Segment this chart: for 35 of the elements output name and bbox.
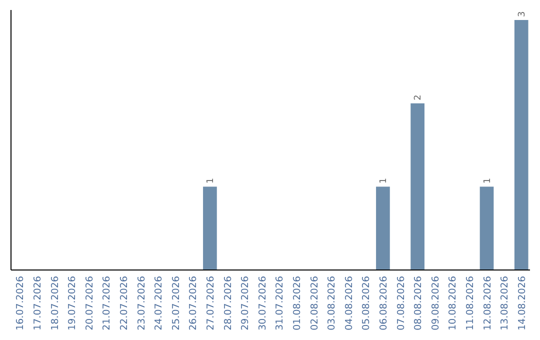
x-tick-label: 26.07.2026 xyxy=(188,276,200,330)
x-tick-label: 27.07.2026 xyxy=(205,276,216,330)
x-tick-label: 06.08.2026 xyxy=(378,276,390,330)
x-tick-label: 23.07.2026 xyxy=(136,276,148,330)
x-tick-label: 28.07.2026 xyxy=(222,276,234,330)
x-tick-label: 04.08.2026 xyxy=(344,276,355,330)
data-label: 1 xyxy=(378,178,389,184)
x-tick-label: 05.08.2026 xyxy=(361,276,372,330)
data-label: 1 xyxy=(482,178,493,184)
data-label: 2 xyxy=(414,94,424,100)
x-tick-label: 25.07.2026 xyxy=(170,276,182,330)
x-tick-label: 11.08.2026 xyxy=(464,276,476,330)
x-tick-label: 22.07.2026 xyxy=(118,276,130,330)
data-label: 1 xyxy=(206,178,216,184)
x-tick-label: 02.08.2026 xyxy=(309,276,320,330)
x-tick-label: 18.07.2026 xyxy=(50,276,61,330)
x-tick-label: 10.08.2026 xyxy=(448,276,459,330)
x-tick-label: 24.07.2026 xyxy=(154,276,165,330)
x-tick-label: 21.07.2026 xyxy=(102,276,113,330)
data-label: 3 xyxy=(517,11,528,17)
x-tick-label: 29.07.2026 xyxy=(240,276,252,330)
x-tick-label: 16.07.2026 xyxy=(15,276,26,330)
x-tick-label: 03.08.2026 xyxy=(326,276,338,330)
x-tick-label: 14.08.2026 xyxy=(516,276,528,330)
x-tick-label: 12.08.2026 xyxy=(482,276,494,330)
x-tick-label: 19.07.2026 xyxy=(67,276,78,330)
x-tick-label: 31.07.2026 xyxy=(274,276,286,330)
x-tick-label: 13.08.2026 xyxy=(500,276,511,330)
x-tick-label: 20.07.2026 xyxy=(84,276,96,330)
x-tick-label: 30.07.2026 xyxy=(257,276,268,330)
x-tick-label: 01.08.2026 xyxy=(292,276,303,330)
x-tick-label: 08.08.2026 xyxy=(413,276,424,330)
x-tick-label: 09.08.2026 xyxy=(430,276,442,330)
x-tick-label: 07.08.2026 xyxy=(396,276,407,330)
x-tick-label: 17.07.2026 xyxy=(32,276,44,330)
